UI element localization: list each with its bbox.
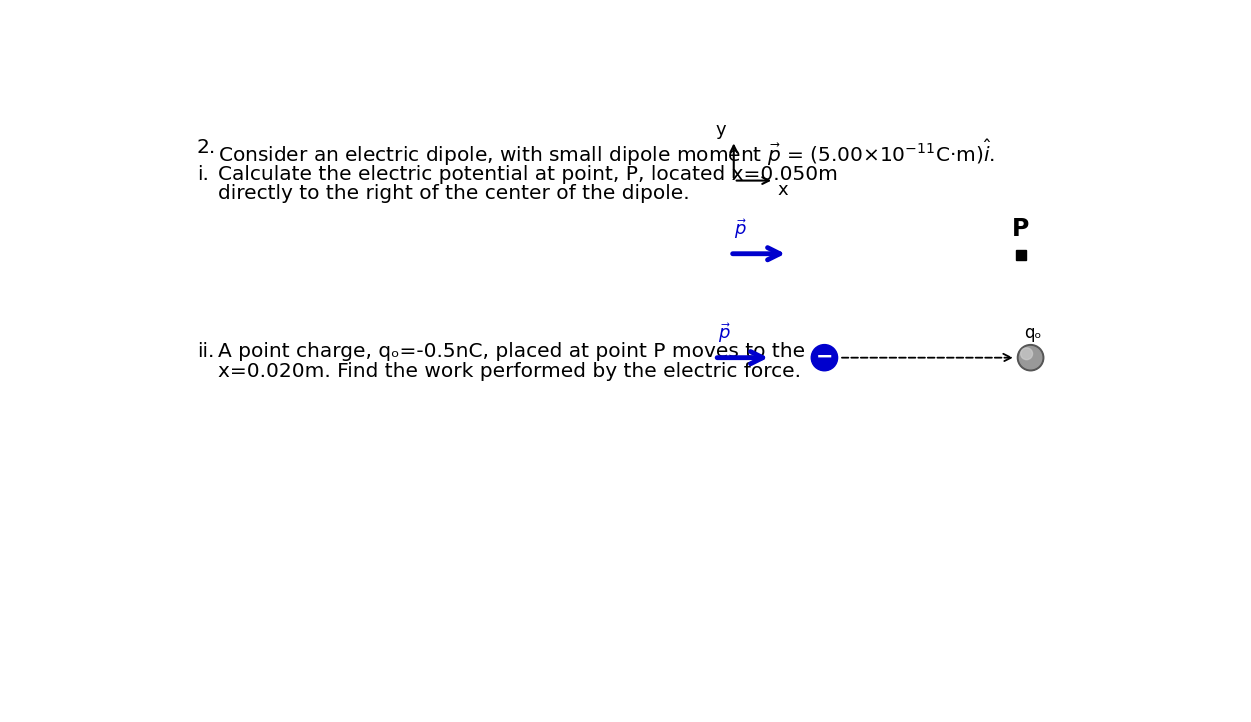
- Text: x=0.020m. Find the work performed by the electric force.: x=0.020m. Find the work performed by the…: [219, 362, 802, 380]
- Text: A point charge, qₒ=-0.5nC, placed at point P moves to the: A point charge, qₒ=-0.5nC, placed at poi…: [219, 342, 806, 361]
- Text: P: P: [1012, 217, 1030, 241]
- Circle shape: [1017, 344, 1043, 371]
- Text: y: y: [716, 121, 726, 139]
- Circle shape: [1020, 347, 1042, 369]
- Text: i.: i.: [196, 165, 209, 184]
- Text: directly to the right of the center of the dipole.: directly to the right of the center of t…: [219, 184, 691, 204]
- Text: ii.: ii.: [196, 342, 214, 361]
- Text: Consider an electric dipole, with small dipole moment $\vec{p}$ = (5.00×10$^{-11: Consider an electric dipole, with small …: [219, 138, 996, 168]
- Text: Calculate the electric potential at point, P, located x=0.050m: Calculate the electric potential at poin…: [219, 165, 838, 184]
- Text: 2.: 2.: [196, 138, 216, 157]
- Text: $\vec{p}$: $\vec{p}$: [734, 217, 747, 241]
- Circle shape: [811, 344, 838, 371]
- Text: −: −: [816, 347, 833, 367]
- Text: x: x: [777, 181, 788, 199]
- Circle shape: [1021, 348, 1032, 360]
- Text: $\vec{p}$: $\vec{p}$: [718, 321, 731, 345]
- Text: qₒ: qₒ: [1025, 324, 1042, 342]
